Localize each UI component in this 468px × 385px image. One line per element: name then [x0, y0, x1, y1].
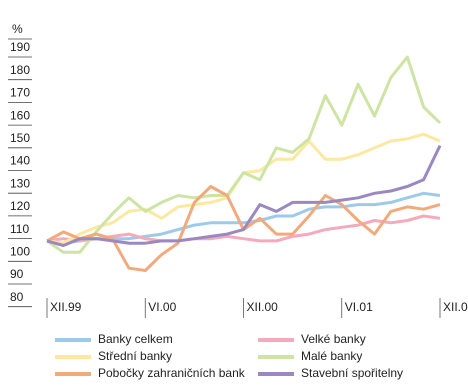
y-tick-label: 180	[10, 63, 30, 77]
y-tick-label: 80	[10, 290, 24, 304]
legend-label: Malé banky	[301, 349, 362, 363]
y-tick-label: 190	[10, 40, 30, 54]
y-axis-label: %	[12, 22, 23, 36]
legend-label: Stavební spořitelny	[301, 366, 403, 380]
y-tick-label: 170	[10, 86, 30, 100]
y-tick-label: 100	[10, 244, 30, 258]
x-tick-label: VI.00	[148, 300, 176, 314]
legend-label: Velké banky	[301, 332, 366, 346]
x-tick-label: XII.99	[50, 300, 82, 314]
y-tick-label: 150	[10, 131, 30, 145]
x-tick-label: VI.01	[345, 300, 373, 314]
legend-label: Banky celkem	[98, 332, 173, 346]
x-tick-label: XII.01	[443, 300, 468, 314]
y-tick-label: 90	[10, 267, 24, 281]
legend-label: Pobočky zahraničních bank	[98, 366, 246, 380]
x-tick-label: XII.00	[247, 300, 279, 314]
legend-label: Střední banky	[98, 349, 172, 363]
series-line	[46, 144, 442, 247]
series-line	[46, 55, 442, 254]
y-tick-label: 140	[10, 154, 30, 168]
y-tick-label: 110	[10, 222, 29, 236]
y-tick-label: 160	[10, 108, 30, 122]
y-tick-label: 130	[10, 176, 30, 190]
y-tick-label: 120	[10, 199, 30, 213]
series-line	[46, 214, 441, 243]
